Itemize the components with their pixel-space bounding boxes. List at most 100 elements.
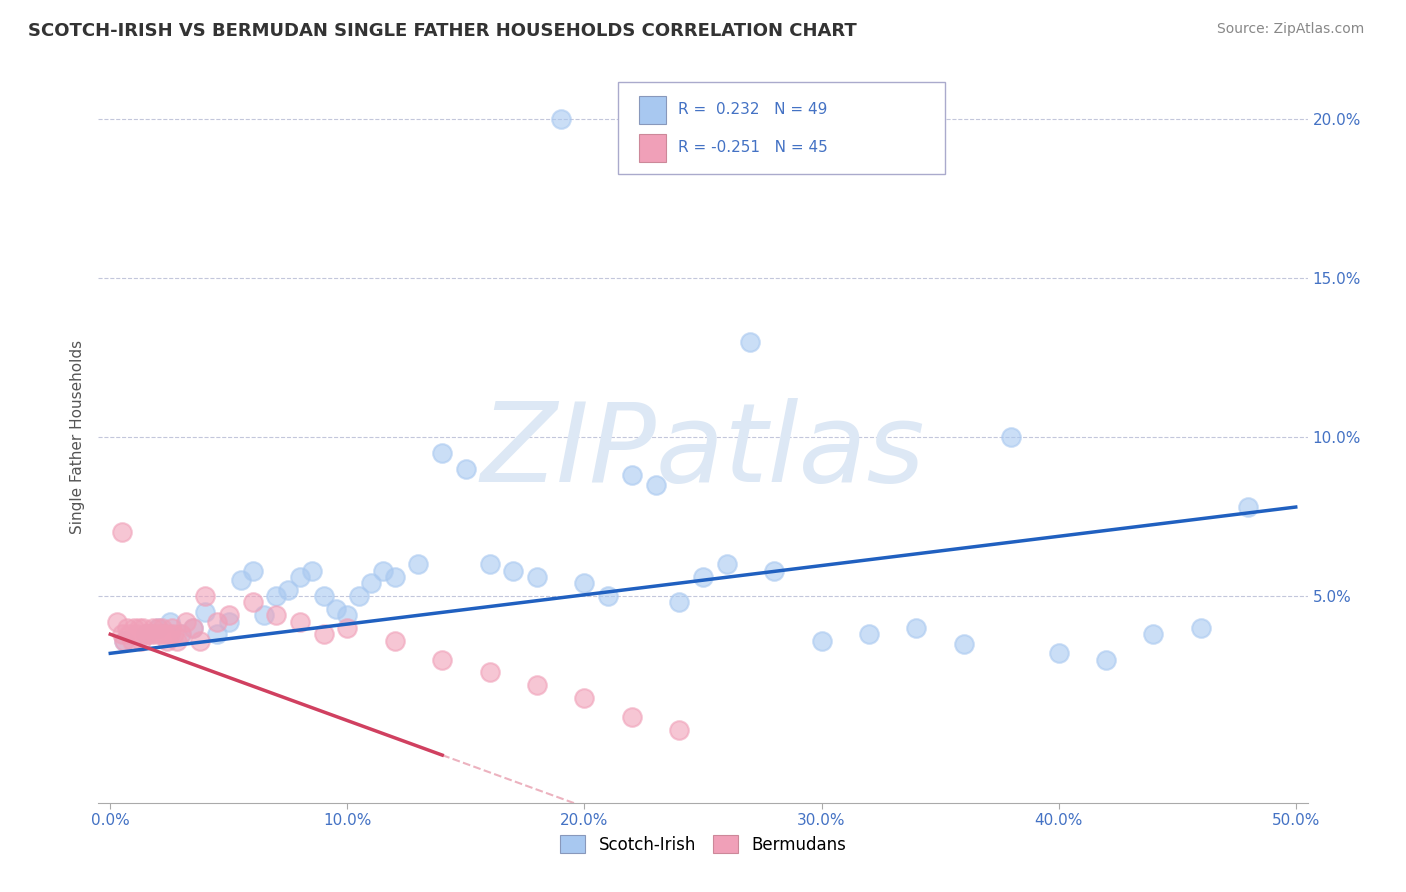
Scotch-Irish [574,576,596,591]
Scotch-Irish [1189,621,1212,635]
Bermudans [174,615,197,629]
Scotch-Irish [253,608,276,623]
Bermudans [122,621,145,635]
Scotch-Irish [384,570,406,584]
Bermudans [156,633,179,648]
Bermudans [115,621,138,635]
Scotch-Irish [1237,500,1260,514]
Bermudans [129,633,152,648]
Scotch-Irish [952,637,974,651]
Text: Source: ZipAtlas.com: Source: ZipAtlas.com [1216,22,1364,37]
Bermudans [128,621,150,635]
Scotch-Irish [1095,653,1118,667]
Scotch-Irish [360,576,382,591]
Bermudans [153,627,176,641]
Scotch-Irish [288,570,311,584]
Scotch-Irish [229,573,252,587]
Bermudans [478,665,501,680]
Scotch-Irish [159,615,181,629]
Scotch-Irish [1142,627,1164,641]
Bermudans [218,608,240,623]
Scotch-Irish [810,633,832,648]
Bermudans [166,633,188,648]
Bermudans [163,627,186,641]
Scotch-Irish [598,589,620,603]
Bermudans [132,621,155,635]
Scotch-Irish [478,558,501,572]
Scotch-Irish [264,589,287,603]
Scotch-Irish [312,589,335,603]
Scotch-Irish [526,570,548,584]
Bermudans [194,589,217,603]
Scotch-Irish [763,564,786,578]
Scotch-Irish [620,468,643,483]
Bermudans [170,627,193,641]
Bermudans [121,633,143,648]
Scotch-Irish [644,477,666,491]
Bermudans [574,690,596,705]
Scotch-Irish [218,615,240,629]
Scotch-Irish [347,589,370,603]
Bermudans [205,615,228,629]
Scotch-Irish [550,112,572,126]
Bermudans [143,627,166,641]
Bermudans [526,678,548,692]
Bermudans [125,627,148,641]
Scotch-Irish [502,564,524,578]
Scotch-Irish [432,446,454,460]
Scotch-Irish [277,582,299,597]
Bermudans [111,525,134,540]
Scotch-Irish [114,633,136,648]
Bermudans [384,633,406,648]
Bermudans [111,627,134,641]
Text: R = -0.251   N = 45: R = -0.251 N = 45 [678,140,827,155]
Scotch-Irish [181,621,204,635]
Scotch-Irish [170,627,193,641]
Scotch-Irish [740,334,762,349]
Scotch-Irish [146,621,169,635]
Bermudans [288,615,311,629]
Scotch-Irish [905,621,928,635]
Scotch-Irish [301,564,323,578]
Bermudans [181,621,204,635]
Scotch-Irish [858,627,880,641]
Bermudans [146,621,169,635]
Bermudans [118,627,141,641]
Bermudans [149,627,172,641]
Bermudans [135,627,157,641]
Bermudans [432,653,454,667]
Legend: Scotch-Irish, Bermudans: Scotch-Irish, Bermudans [554,829,852,860]
Scotch-Irish [692,570,714,584]
Scotch-Irish [716,558,738,572]
Bermudans [620,710,643,724]
Y-axis label: Single Father Households: Single Father Households [69,340,84,534]
Bermudans [159,627,181,641]
Scotch-Irish [336,608,359,623]
Text: SCOTCH-IRISH VS BERMUDAN SINGLE FATHER HOUSEHOLDS CORRELATION CHART: SCOTCH-IRISH VS BERMUDAN SINGLE FATHER H… [28,22,856,40]
Scotch-Irish [371,564,394,578]
Bermudans [668,723,690,737]
Scotch-Irish [408,558,430,572]
Scotch-Irish [194,605,217,619]
Scotch-Irish [205,627,228,641]
Bermudans [312,627,335,641]
Bermudans [264,608,287,623]
Bermudans [139,627,162,641]
Bermudans [190,633,212,648]
Bermudans [336,621,359,635]
Bermudans [142,621,165,635]
Text: R =  0.232   N = 49: R = 0.232 N = 49 [678,103,827,118]
Scotch-Irish [454,462,477,476]
Scotch-Irish [242,564,264,578]
FancyBboxPatch shape [638,134,665,161]
Bermudans [114,633,136,648]
Text: ZIPatlas: ZIPatlas [481,398,925,505]
Scotch-Irish [668,595,690,609]
Scotch-Irish [1000,430,1022,444]
Scotch-Irish [135,627,157,641]
FancyBboxPatch shape [638,96,665,124]
Bermudans [136,627,159,641]
Scotch-Irish [1047,646,1070,660]
Scotch-Irish [325,602,347,616]
FancyBboxPatch shape [619,82,945,174]
